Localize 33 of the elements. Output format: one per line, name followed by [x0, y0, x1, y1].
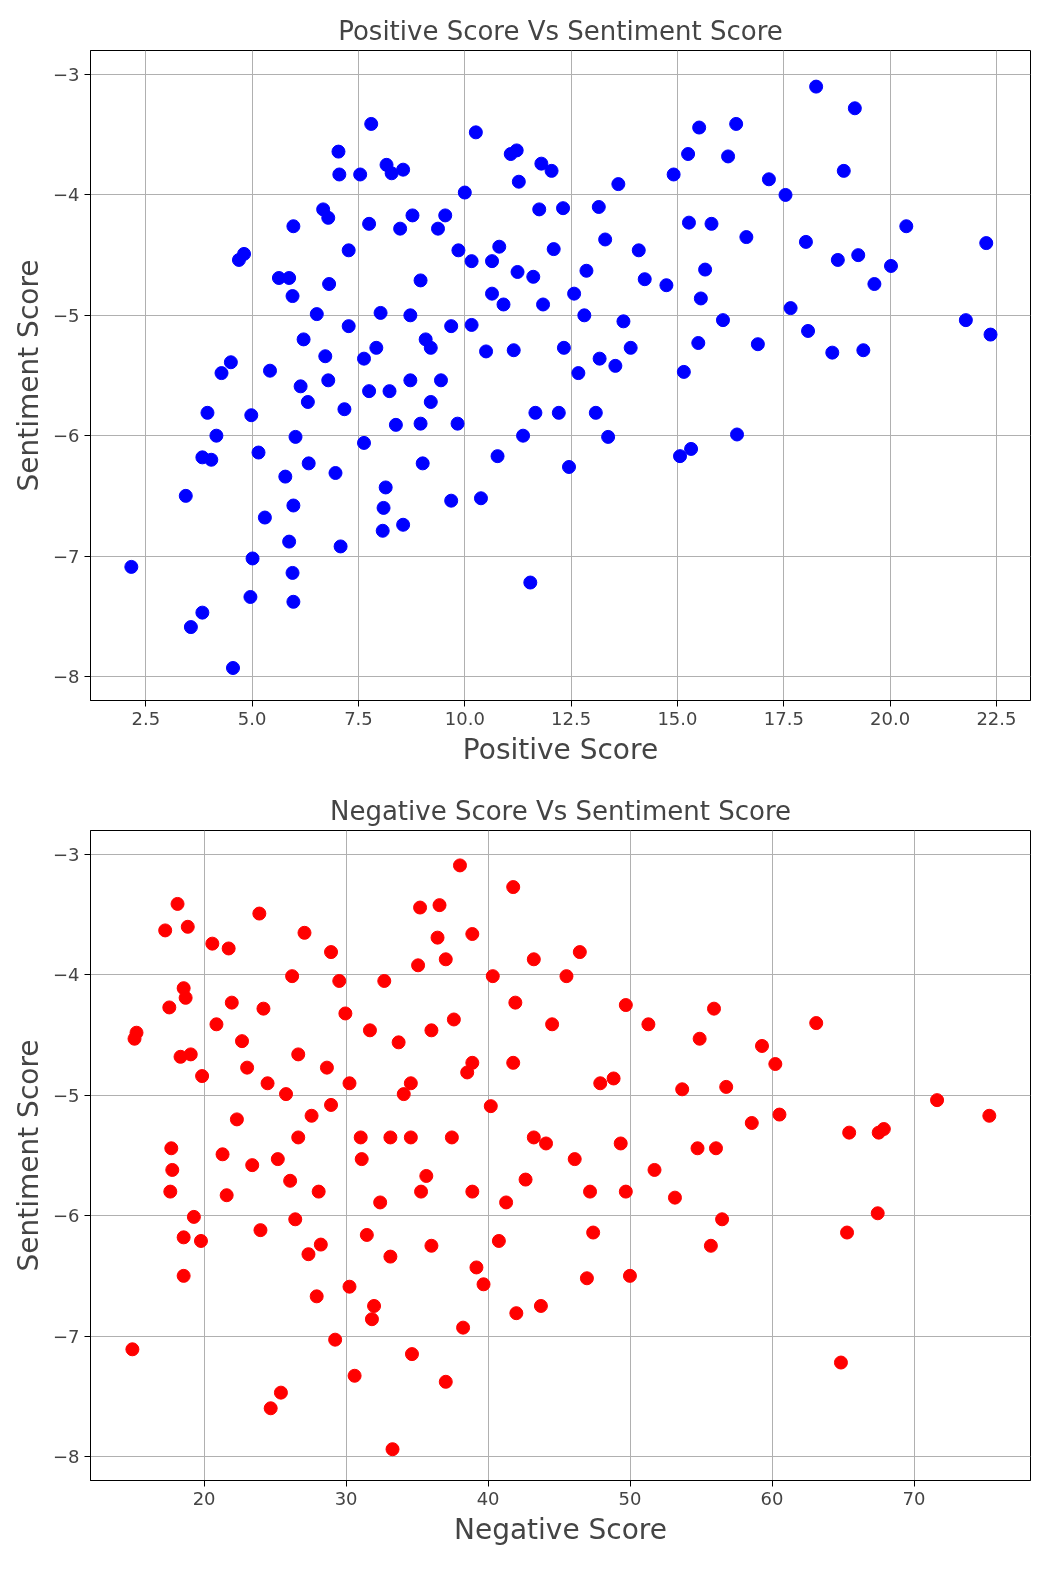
x-tick-label: 12.5 — [551, 707, 592, 729]
x-tick-label: 40 — [476, 1487, 500, 1509]
y-tick-label: −3 — [52, 844, 80, 866]
y-tick-label: −4 — [52, 184, 80, 206]
x-axis-title: Negative Score — [454, 1512, 667, 1546]
y-tick-label: −4 — [52, 964, 80, 986]
x-tick-label: 10.0 — [444, 707, 485, 729]
x-tick-label: 60 — [760, 1487, 784, 1509]
y-tick-label: −7 — [52, 1325, 80, 1347]
y-tick-label: −8 — [52, 665, 80, 687]
chart-title: Positive Score Vs Sentiment Score — [338, 15, 783, 46]
x-tick-label: 70 — [902, 1487, 926, 1509]
y-tick-label: −5 — [52, 304, 80, 326]
chart-title: Negative Score Vs Sentiment Score — [329, 795, 792, 826]
y-axis-title: Sentiment Score — [11, 259, 45, 492]
x-tick-label: 30 — [334, 1487, 358, 1509]
x-tick-label: 17.5 — [763, 707, 804, 729]
x-tick-label: 5.0 — [237, 707, 267, 729]
x-axis-title: Positive Score — [462, 732, 659, 766]
x-tick-label: 20.0 — [870, 707, 911, 729]
y-tick-label: −5 — [52, 1084, 80, 1106]
y-tick-label: −6 — [52, 1205, 80, 1227]
x-tick-label: 15.0 — [657, 707, 698, 729]
x-tick-label: 2.5 — [131, 707, 161, 729]
y-axis-title: Sentiment Score — [11, 1039, 45, 1272]
x-tick-label: 20 — [192, 1487, 216, 1509]
x-tick-label: 50 — [618, 1487, 642, 1509]
x-tick-label: 7.5 — [344, 707, 373, 729]
y-tick-label: −8 — [52, 1445, 80, 1467]
y-tick-label: −6 — [52, 425, 80, 447]
y-tick-label: −7 — [52, 545, 80, 567]
x-tick-label: 22.5 — [976, 707, 1017, 729]
y-tick-label: −3 — [52, 64, 80, 86]
